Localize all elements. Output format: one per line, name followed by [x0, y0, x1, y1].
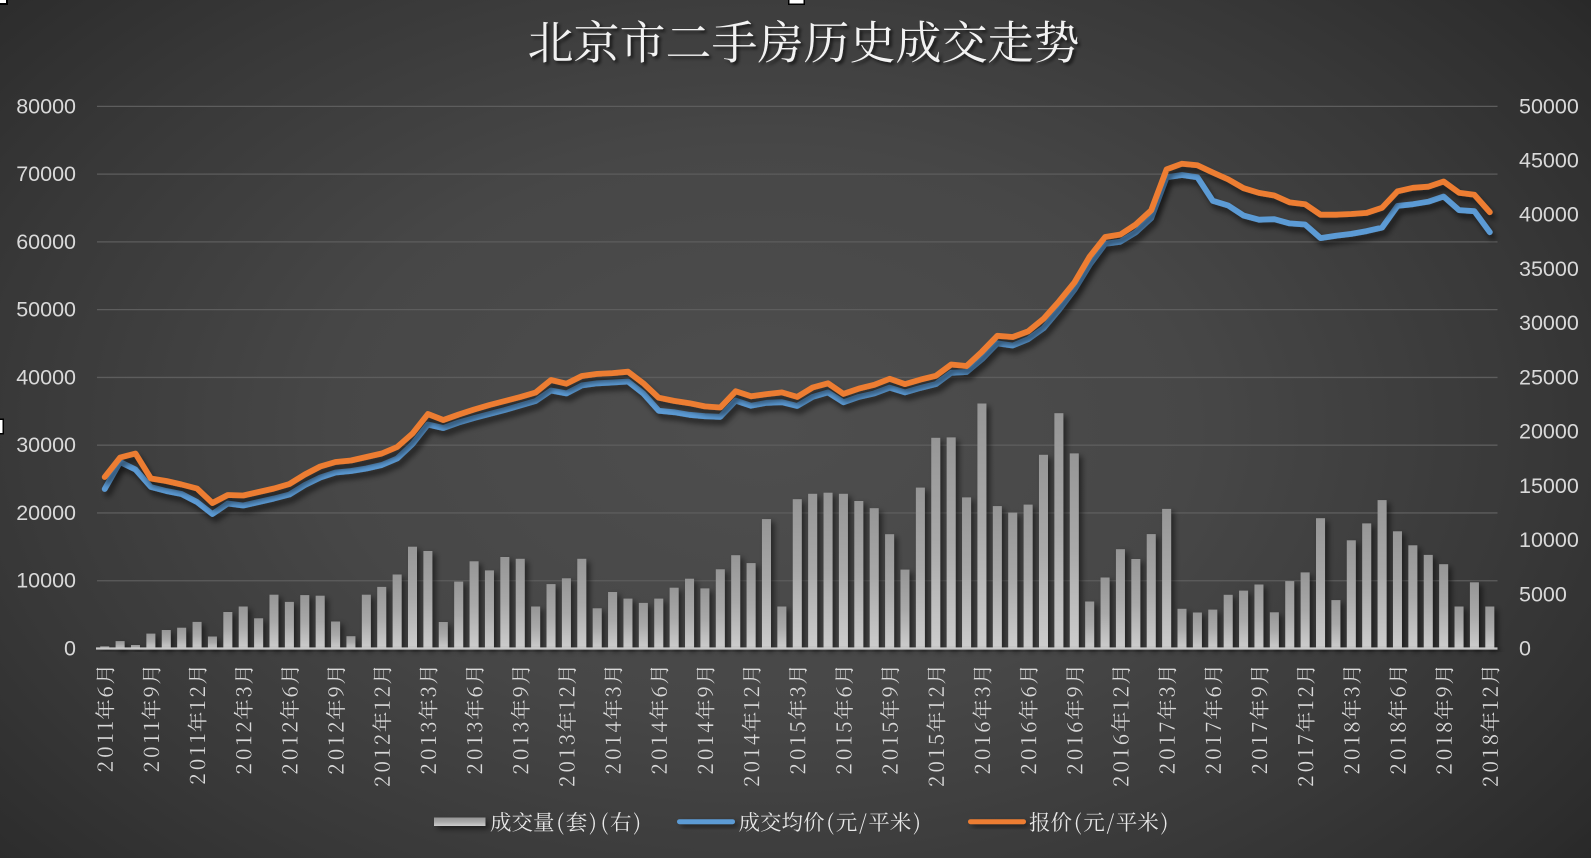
svg-text:25000: 25000 [1519, 365, 1579, 389]
svg-text:35000: 35000 [1519, 257, 1579, 281]
svg-text:60000: 60000 [16, 230, 76, 254]
svg-text:5000: 5000 [1519, 582, 1567, 606]
svg-text:10000: 10000 [16, 569, 76, 593]
svg-text:20000: 20000 [1519, 420, 1579, 444]
svg-text:30000: 30000 [1519, 311, 1579, 335]
svg-text:45000: 45000 [1519, 149, 1579, 173]
svg-text:20000: 20000 [16, 501, 76, 525]
svg-text:40000: 40000 [1519, 203, 1579, 227]
svg-text:0: 0 [64, 637, 76, 661]
svg-text:50000: 50000 [16, 298, 76, 322]
svg-text:40000: 40000 [16, 365, 76, 389]
svg-text:0: 0 [1519, 637, 1531, 661]
svg-text:70000: 70000 [16, 162, 76, 186]
svg-text:15000: 15000 [1519, 474, 1579, 498]
svg-text:30000: 30000 [16, 433, 76, 457]
svg-text:50000: 50000 [1519, 94, 1579, 118]
svg-text:80000: 80000 [16, 94, 76, 118]
svg-text:10000: 10000 [1519, 528, 1579, 552]
